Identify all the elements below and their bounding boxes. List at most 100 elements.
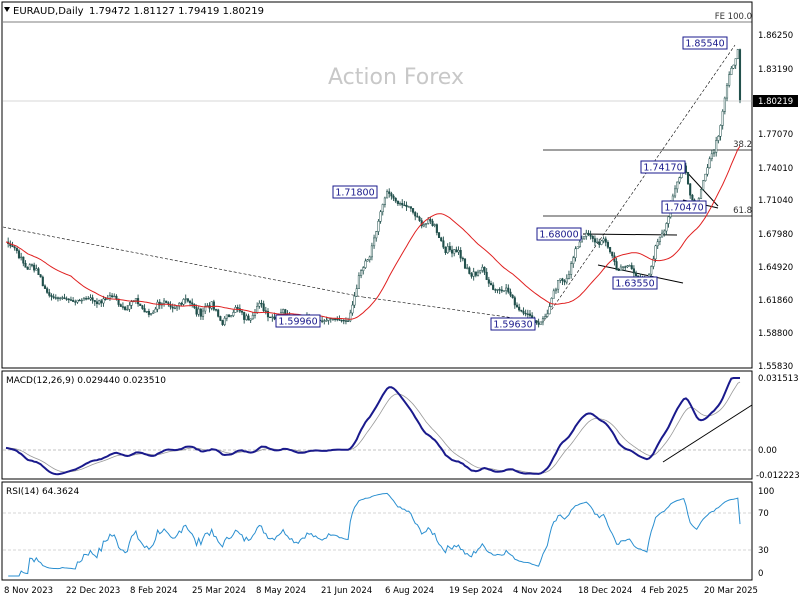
candle-body bbox=[567, 274, 570, 279]
y-tick: 1.86250 bbox=[758, 31, 793, 41]
candle-body bbox=[576, 246, 579, 250]
candle-body bbox=[561, 278, 564, 281]
candle-body bbox=[632, 268, 635, 274]
candle-body bbox=[392, 195, 395, 199]
candle-body bbox=[258, 302, 261, 307]
candle-body bbox=[520, 309, 523, 312]
candle-body bbox=[678, 177, 681, 183]
candle-body bbox=[706, 167, 709, 175]
candle-body bbox=[357, 275, 360, 289]
y-tick: 1.71040 bbox=[758, 196, 793, 206]
candle-body bbox=[738, 49, 742, 101]
label-159960: 1.59960 bbox=[275, 314, 321, 328]
candle-body bbox=[221, 320, 224, 325]
candle-body bbox=[548, 306, 551, 315]
candle-body bbox=[591, 236, 594, 239]
candle-body bbox=[453, 249, 456, 254]
candle-body bbox=[691, 194, 694, 201]
label-168000: 1.68000 bbox=[536, 227, 582, 241]
candle-body bbox=[665, 223, 668, 232]
candle-body bbox=[82, 298, 85, 301]
candle-body bbox=[173, 307, 176, 310]
candle-body bbox=[386, 191, 389, 199]
candle-body bbox=[214, 309, 218, 311]
candle-body bbox=[273, 316, 276, 320]
candle-body bbox=[264, 310, 267, 312]
candle-body bbox=[606, 242, 609, 248]
label-168000-text: 1.68000 bbox=[539, 230, 578, 241]
candle-body bbox=[522, 310, 525, 314]
candle-body bbox=[686, 172, 690, 185]
candle-body bbox=[494, 289, 497, 291]
y-tick: 1.61860 bbox=[758, 296, 793, 306]
candle-body bbox=[492, 284, 495, 290]
macd-y-top: 0.031513 bbox=[758, 374, 799, 384]
rsi-y-30: 30 bbox=[758, 546, 769, 556]
candle-body bbox=[489, 283, 493, 286]
symbol-header: EURAUD,Daily 1.79472 1.81127 1.79419 1.8… bbox=[4, 6, 264, 17]
candle-body bbox=[76, 299, 79, 303]
candle-body bbox=[266, 310, 270, 318]
candle-body bbox=[513, 297, 516, 306]
candle-body bbox=[80, 299, 83, 302]
candle-body bbox=[544, 316, 547, 319]
candle-body bbox=[143, 308, 146, 313]
x-axis: 8 Nov 2023 22 Dec 2023 8 Feb 2024 25 Mar… bbox=[4, 586, 758, 596]
candle-body bbox=[121, 306, 124, 308]
candle-body bbox=[570, 263, 573, 275]
collapse-triangle-icon[interactable] bbox=[4, 7, 10, 12]
label-170470: 1.70470 bbox=[661, 200, 707, 214]
candle-body bbox=[702, 180, 705, 190]
candle-body bbox=[500, 289, 503, 292]
candle-body bbox=[587, 232, 590, 235]
candle-body bbox=[46, 288, 49, 293]
candle-body bbox=[541, 318, 545, 323]
candle-body bbox=[260, 302, 263, 305]
candle-body bbox=[347, 320, 350, 322]
candle-body bbox=[598, 241, 601, 245]
label-171800: 1.71800 bbox=[332, 185, 378, 199]
main-y-axis: 1.86250 1.83190 1.80219 1.77070 1.74010 … bbox=[753, 31, 798, 372]
candle-body bbox=[50, 295, 53, 297]
candle-body bbox=[158, 301, 161, 306]
candle-body bbox=[20, 256, 23, 259]
candle-body bbox=[593, 238, 596, 243]
candle-body bbox=[15, 247, 18, 251]
candle-body bbox=[526, 313, 529, 315]
candle-body bbox=[201, 310, 205, 317]
candle-body bbox=[234, 307, 237, 313]
candle-body bbox=[557, 279, 560, 290]
candle-body bbox=[56, 297, 60, 299]
candle-body bbox=[321, 320, 324, 322]
candle-body bbox=[182, 299, 185, 305]
candle-body bbox=[468, 267, 471, 274]
y-tick: 1.77070 bbox=[758, 130, 793, 140]
x-tick: 25 Mar 2024 bbox=[192, 586, 246, 596]
candle-body bbox=[379, 211, 382, 222]
candle-body bbox=[245, 315, 248, 320]
candle-body bbox=[52, 296, 55, 298]
candle-body bbox=[414, 212, 417, 217]
label-159630-text: 1.59630 bbox=[493, 320, 532, 331]
candle-body bbox=[574, 248, 577, 259]
candle-body bbox=[483, 266, 486, 273]
candle-body bbox=[191, 302, 194, 305]
candle-body bbox=[240, 310, 244, 313]
candle-body bbox=[435, 224, 438, 233]
candle-body bbox=[102, 298, 105, 304]
label-185540: 1.85540 bbox=[682, 36, 728, 50]
candle-body bbox=[72, 300, 75, 302]
macd-panel: MACD(12,26,9) 0.029440 0.023510 0.031513… bbox=[3, 374, 800, 481]
candle-body bbox=[565, 278, 568, 283]
candle-body bbox=[502, 290, 506, 292]
candle-body bbox=[147, 310, 150, 315]
candle-body bbox=[336, 318, 339, 321]
candle-body bbox=[433, 224, 436, 226]
candle-body bbox=[461, 257, 464, 260]
candle-body bbox=[230, 315, 233, 318]
candle-body bbox=[734, 58, 737, 66]
candle-body bbox=[188, 300, 192, 304]
candle-body bbox=[247, 315, 250, 321]
macd-y-bottom: -0.012223 bbox=[756, 471, 800, 481]
candle-body bbox=[457, 250, 460, 253]
